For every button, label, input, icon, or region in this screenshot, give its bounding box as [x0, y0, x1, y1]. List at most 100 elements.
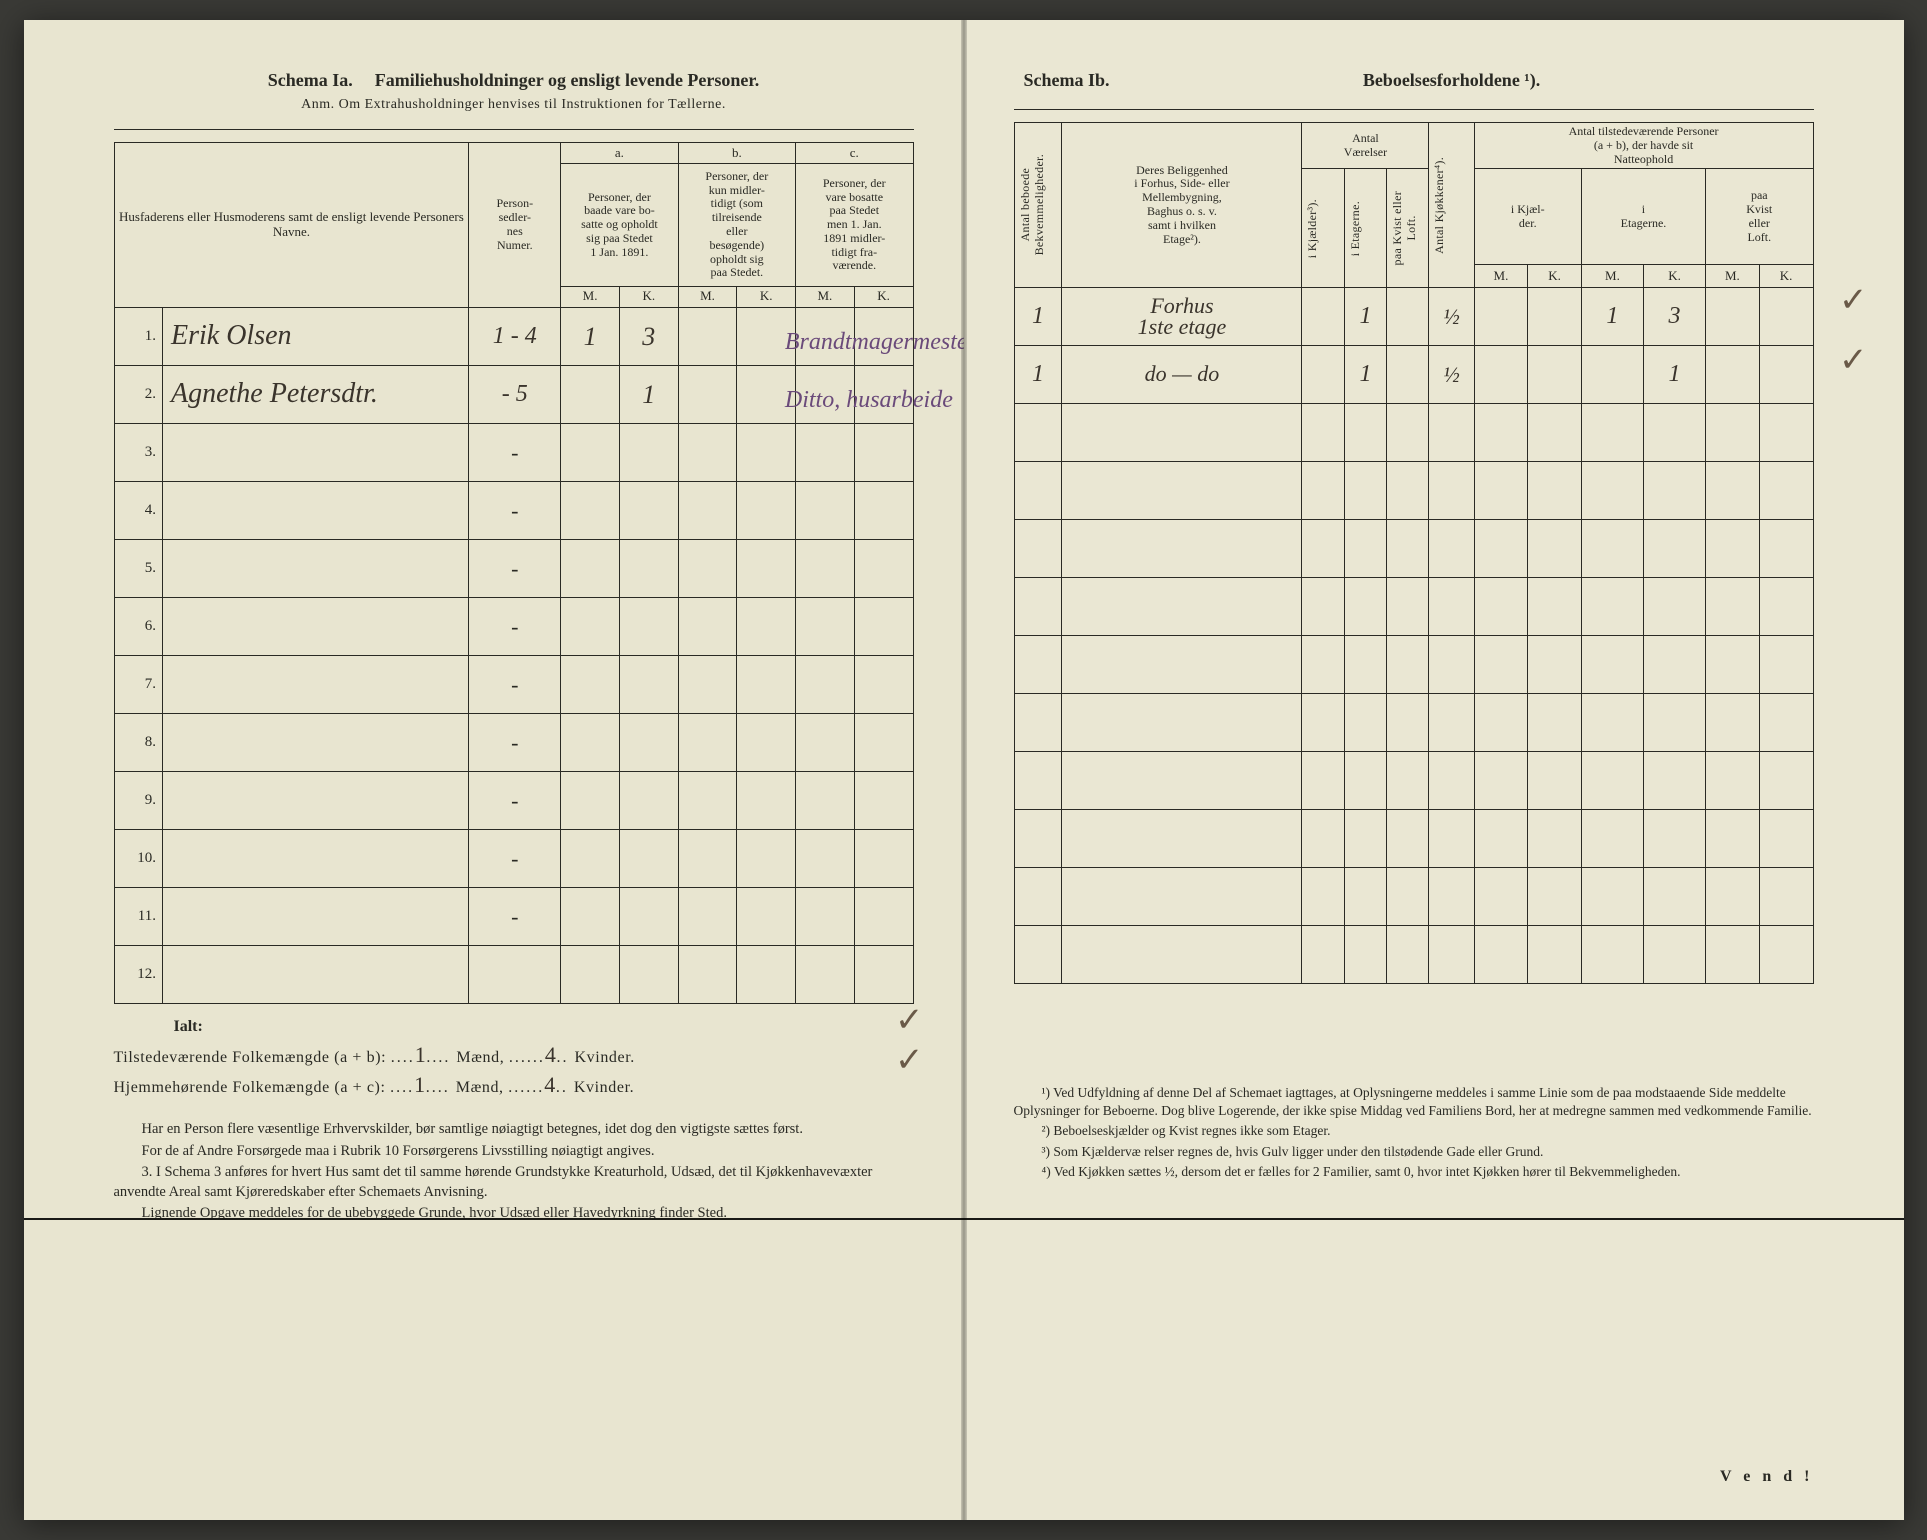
- netM-cell: [1581, 578, 1643, 636]
- hdr-v-kvist: paa Kvist eller Loft.: [1387, 169, 1429, 288]
- nkjK-cell: [1528, 520, 1582, 578]
- v-etg-cell: [1344, 520, 1386, 578]
- table-row: 4.-: [114, 482, 913, 540]
- v-etg-cell: [1344, 868, 1386, 926]
- v-kv-cell: [1387, 868, 1429, 926]
- nkjK-cell: [1528, 404, 1582, 462]
- bK-cell: [737, 888, 796, 946]
- hdr-netK: K.: [1643, 265, 1705, 288]
- name-cell: [163, 482, 469, 540]
- v-etg-cell: [1344, 404, 1386, 462]
- bK-cell: [737, 424, 796, 482]
- belig-cell: [1062, 868, 1302, 926]
- nkvM-cell: [1706, 694, 1760, 752]
- nkjK-cell: [1528, 694, 1582, 752]
- bM-cell: [678, 598, 737, 656]
- table-row: 3.-: [114, 424, 913, 482]
- table-row: [1014, 868, 1813, 926]
- nkjM-cell: [1474, 752, 1528, 810]
- table-row: 1do — do1½1: [1014, 346, 1813, 404]
- hdr-n-kvist: paa Kvist eller Loft.: [1706, 169, 1813, 265]
- kjok-cell: [1429, 404, 1474, 462]
- cM-cell: [796, 540, 855, 598]
- belig-cell: [1062, 520, 1302, 578]
- netK-cell: [1643, 810, 1705, 868]
- netM-cell: [1581, 636, 1643, 694]
- sedler-cell: -: [469, 598, 561, 656]
- v-kv-cell: [1387, 520, 1429, 578]
- nkvK-cell: [1759, 520, 1813, 578]
- bekv-cell: [1014, 404, 1062, 462]
- nkvM-cell: [1706, 868, 1760, 926]
- kjok-cell: [1429, 636, 1474, 694]
- aK-cell: [619, 946, 678, 1004]
- v-etg-cell: [1344, 694, 1386, 752]
- checkmark-icon: ✓: [895, 1040, 924, 1080]
- table-row: 10.-: [114, 830, 913, 888]
- nkvM-cell: [1706, 578, 1760, 636]
- belig-cell: [1062, 752, 1302, 810]
- v-kj-cell: [1302, 288, 1344, 346]
- belig-cell: [1062, 462, 1302, 520]
- aM-cell: [561, 888, 620, 946]
- bK-cell: [737, 714, 796, 772]
- left-anm: Anm. Om Extrahusholdninger henvises til …: [114, 97, 914, 113]
- v-kv-cell: [1387, 636, 1429, 694]
- bekv-cell: [1014, 868, 1062, 926]
- belig-cell: [1062, 636, 1302, 694]
- left-paragraphs: Har en Person flere væsentlige Erhvervsk…: [114, 1120, 914, 1224]
- hdr-sedler: Person- sedler- nes Numer.: [469, 143, 561, 308]
- cK-cell: [854, 598, 913, 656]
- footnote-2: ²) Beboelseskjælder og Kvist regnes ikke…: [1014, 1122, 1814, 1140]
- cK-cell: [854, 714, 913, 772]
- netK-cell: [1643, 520, 1705, 578]
- v-kj-cell: [1302, 346, 1344, 404]
- aK-cell: 3: [619, 308, 678, 366]
- bK-cell: [737, 540, 796, 598]
- netK-cell: [1643, 404, 1705, 462]
- kjok-cell: [1429, 926, 1474, 984]
- nkvK-cell: [1759, 694, 1813, 752]
- bekv-cell: [1014, 810, 1062, 868]
- name-cell: Erik Olsen: [163, 308, 469, 366]
- cK-cell: [854, 482, 913, 540]
- hdr-cM: M.: [796, 286, 855, 307]
- bM-cell: [678, 424, 737, 482]
- nkjM-cell: [1474, 346, 1528, 404]
- table-row: 11.-: [114, 888, 913, 946]
- left-rule: [114, 129, 914, 130]
- aK-cell: [619, 540, 678, 598]
- table-row: [1014, 694, 1813, 752]
- name-cell: [163, 888, 469, 946]
- netM-cell: [1581, 868, 1643, 926]
- hdr-cK: K.: [854, 286, 913, 307]
- nkjK-cell: [1528, 636, 1582, 694]
- netK-cell: 3: [1643, 288, 1705, 346]
- row-number: 4.: [114, 482, 163, 540]
- name-cell: [163, 714, 469, 772]
- aM-cell: [561, 424, 620, 482]
- table-row: [1014, 520, 1813, 578]
- v-kv-cell: [1387, 346, 1429, 404]
- nkjK-cell: [1528, 926, 1582, 984]
- name-cell: [163, 540, 469, 598]
- kjok-cell: [1429, 868, 1474, 926]
- aK-cell: [619, 656, 678, 714]
- v-kj-cell: [1302, 810, 1344, 868]
- kjok-cell: [1429, 810, 1474, 868]
- cK-cell: [854, 656, 913, 714]
- table-row: 9.-: [114, 772, 913, 830]
- hdr-c-label: c.: [796, 143, 913, 164]
- left-totals: Ialt: Tilstedeværende Folkemængde (a + b…: [114, 1018, 914, 1098]
- footnote-4: ⁴) Ved Kjøkken sættes ½, dersom det er f…: [1014, 1163, 1814, 1181]
- horizontal-cut-line: [964, 1218, 1904, 1220]
- right-rule: [1014, 109, 1814, 110]
- v-kj-cell: [1302, 578, 1344, 636]
- nkvM-cell: [1706, 636, 1760, 694]
- kjok-cell: ½: [1429, 346, 1474, 404]
- hdr-antal-vaer: Antal Værelser: [1302, 123, 1429, 169]
- v-etg-cell: [1344, 810, 1386, 868]
- netK-cell: [1643, 868, 1705, 926]
- v-kj-cell: [1302, 752, 1344, 810]
- v-kv-cell: [1387, 926, 1429, 984]
